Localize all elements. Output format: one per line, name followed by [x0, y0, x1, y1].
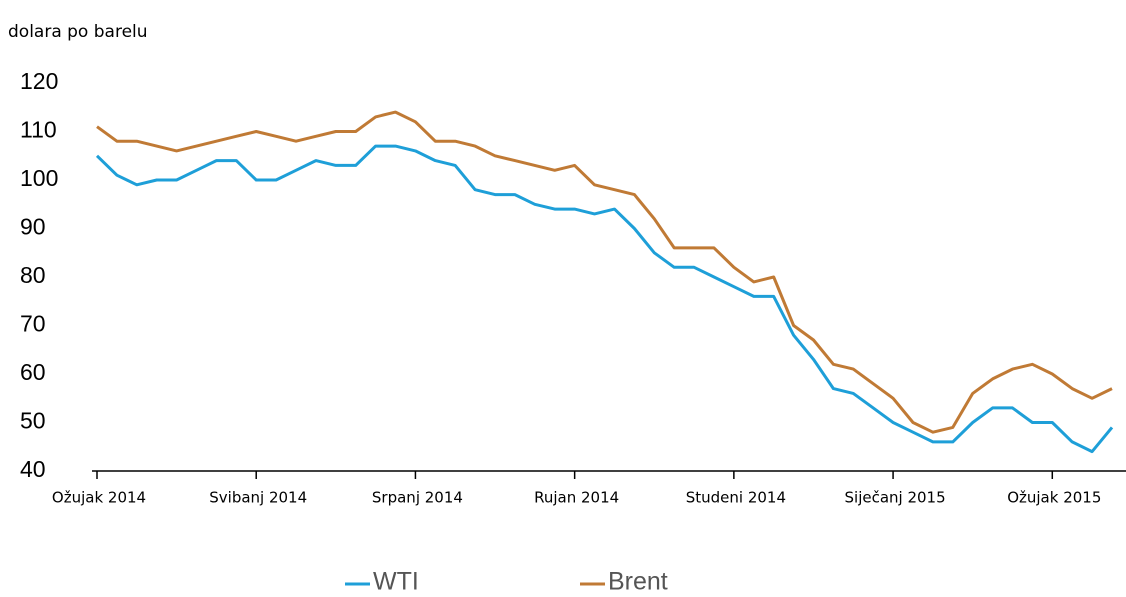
y-tick-label: 80 — [20, 262, 46, 288]
legend-label: WTI — [373, 568, 419, 596]
x-tick-label: Rujan 2014 — [534, 489, 619, 507]
y-tick-label: 110 — [20, 117, 57, 143]
y-tick-label: 120 — [20, 68, 58, 94]
y-tick-label: 40 — [20, 456, 46, 482]
y-tick-label: 90 — [20, 214, 46, 240]
y-tick-label: 60 — [20, 359, 46, 385]
x-tick-label: Srpanj 2014 — [372, 489, 463, 507]
series-line — [96, 110, 1113, 434]
y-tick-label: 50 — [20, 408, 46, 434]
x-tick-label: Svibanj 2014 — [209, 489, 307, 507]
y-tick-label: 100 — [20, 165, 58, 191]
axis-unit: dolara po barelu — [8, 22, 148, 42]
y-tick-label: 70 — [20, 311, 46, 337]
legend-label: Brent — [608, 568, 668, 596]
series-line — [95, 144, 1114, 454]
x-tick-label: Ožujak 2014 — [52, 489, 146, 507]
x-tick-label: Studeni 2014 — [686, 489, 786, 507]
x-tick-label: Siječanj 2015 — [845, 489, 946, 507]
x-tick-label: Ožujak 2015 — [1007, 489, 1101, 507]
